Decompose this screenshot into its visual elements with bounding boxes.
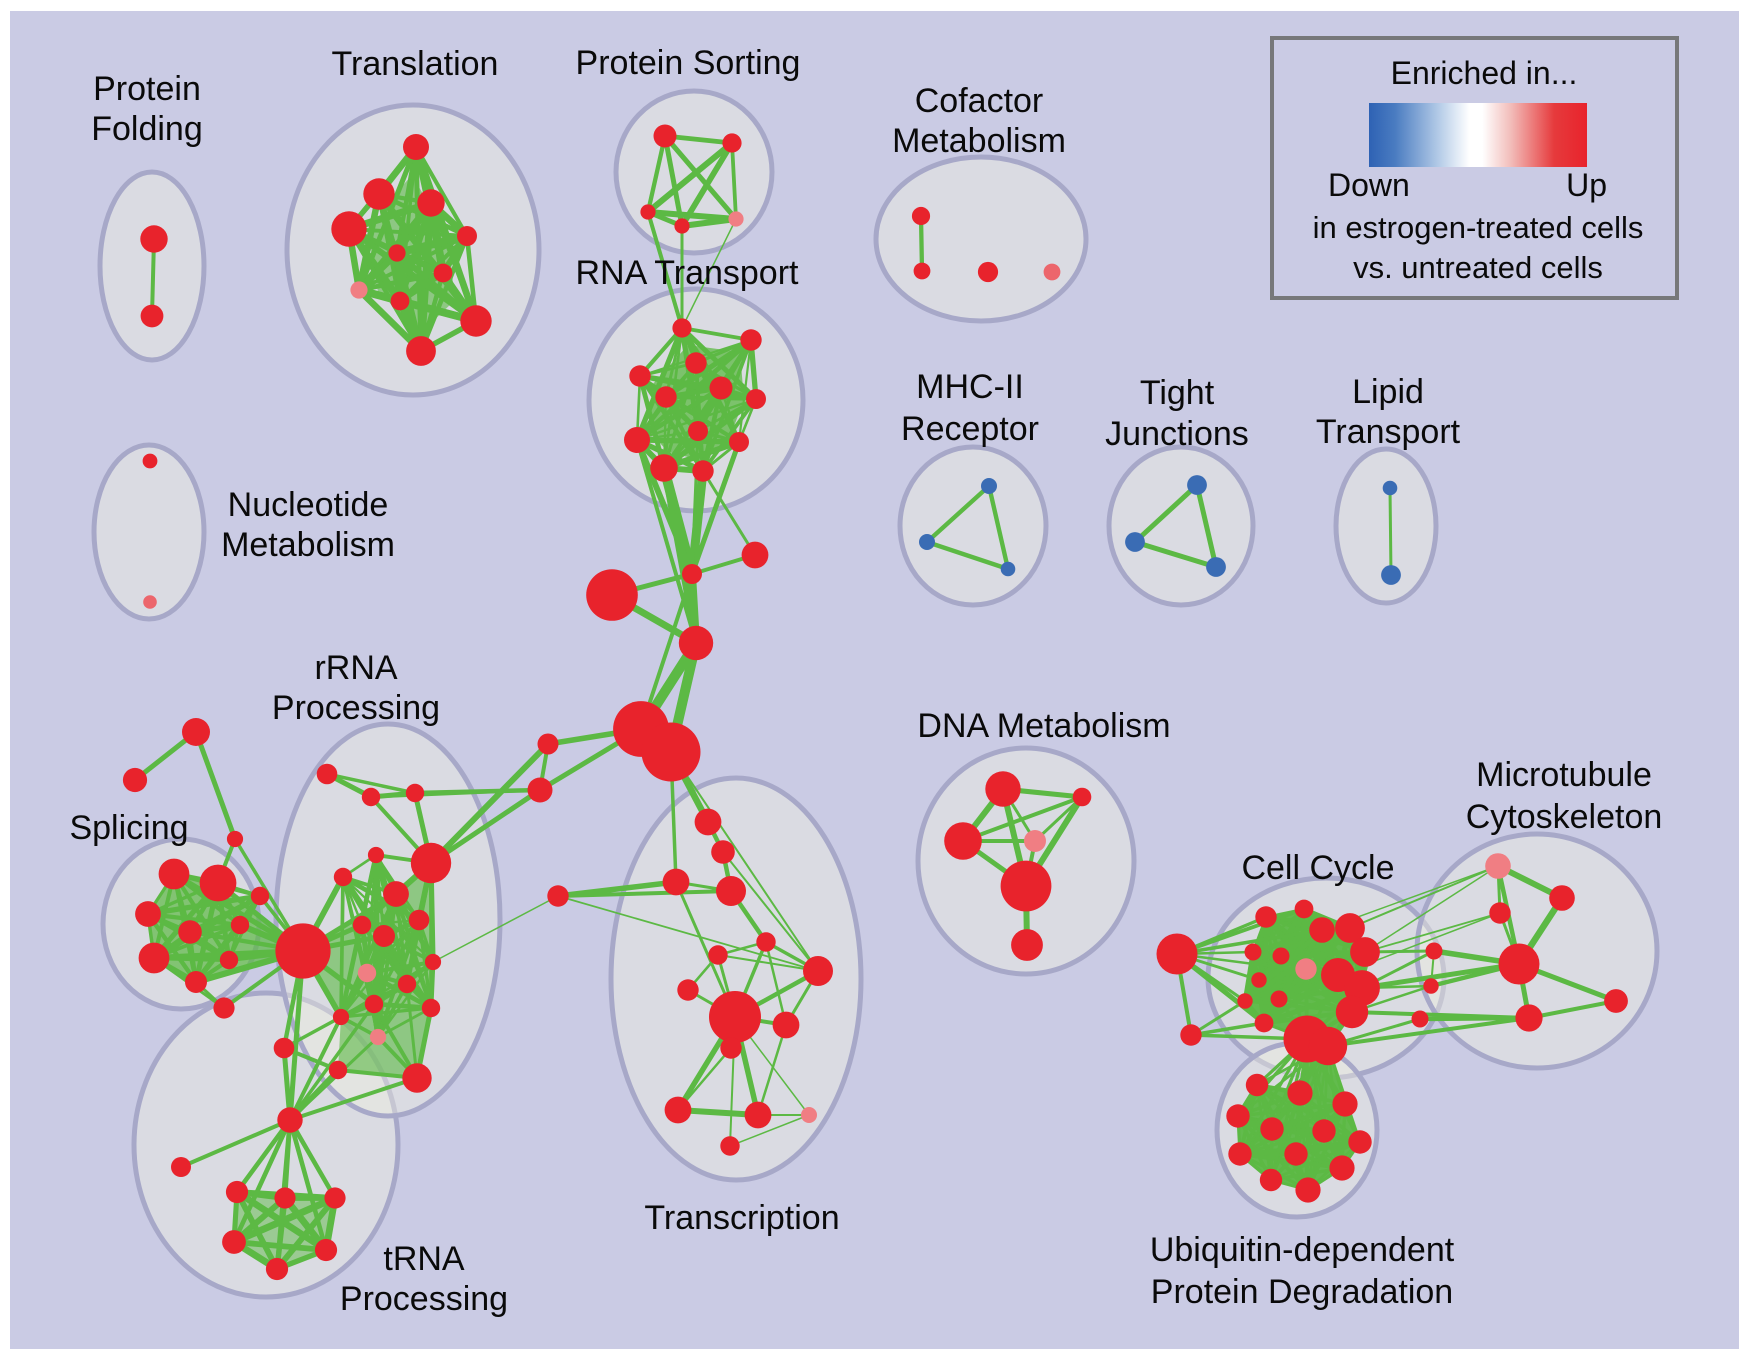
svg-text:Ubiquitin-dependent: Ubiquitin-dependent — [1150, 1231, 1455, 1269]
svg-text:RNA Transport: RNA Transport — [576, 254, 800, 292]
svg-text:Microtubule: Microtubule — [1476, 756, 1652, 794]
svg-text:Down: Down — [1328, 167, 1410, 203]
svg-text:Receptor: Receptor — [901, 410, 1039, 448]
svg-text:Nucleotide: Nucleotide — [228, 486, 389, 524]
svg-text:Transport: Transport — [1316, 413, 1461, 451]
svg-text:Protein Degradation: Protein Degradation — [1151, 1273, 1453, 1311]
svg-text:Cofactor: Cofactor — [915, 82, 1044, 120]
svg-text:MHC-II: MHC-II — [916, 368, 1024, 406]
svg-text:Up: Up — [1566, 167, 1607, 203]
svg-text:Lipid: Lipid — [1352, 373, 1424, 411]
svg-text:Processing: Processing — [272, 689, 440, 727]
svg-text:vs. untreated cells: vs. untreated cells — [1353, 250, 1603, 285]
svg-text:Transcription: Transcription — [644, 1199, 839, 1237]
svg-text:Splicing: Splicing — [69, 809, 188, 847]
svg-text:tRNA: tRNA — [383, 1240, 465, 1278]
svg-text:Protein: Protein — [93, 70, 201, 108]
svg-text:Cell Cycle: Cell Cycle — [1241, 849, 1394, 887]
svg-text:Metabolism: Metabolism — [221, 526, 395, 564]
svg-text:Junctions: Junctions — [1105, 415, 1249, 453]
svg-text:Tight: Tight — [1140, 374, 1215, 412]
svg-text:DNA Metabolism: DNA Metabolism — [917, 707, 1170, 745]
svg-text:Enriched in...: Enriched in... — [1391, 55, 1578, 91]
svg-text:Processing: Processing — [340, 1280, 508, 1318]
svg-text:Folding: Folding — [91, 110, 203, 148]
svg-text:Translation: Translation — [332, 45, 499, 83]
svg-text:in estrogen-treated cells: in estrogen-treated cells — [1313, 210, 1644, 245]
svg-text:Protein Sorting: Protein Sorting — [576, 44, 801, 82]
svg-text:Cytoskeleton: Cytoskeleton — [1466, 798, 1663, 836]
svg-text:Metabolism: Metabolism — [892, 122, 1066, 160]
svg-text:rRNA: rRNA — [314, 649, 397, 687]
